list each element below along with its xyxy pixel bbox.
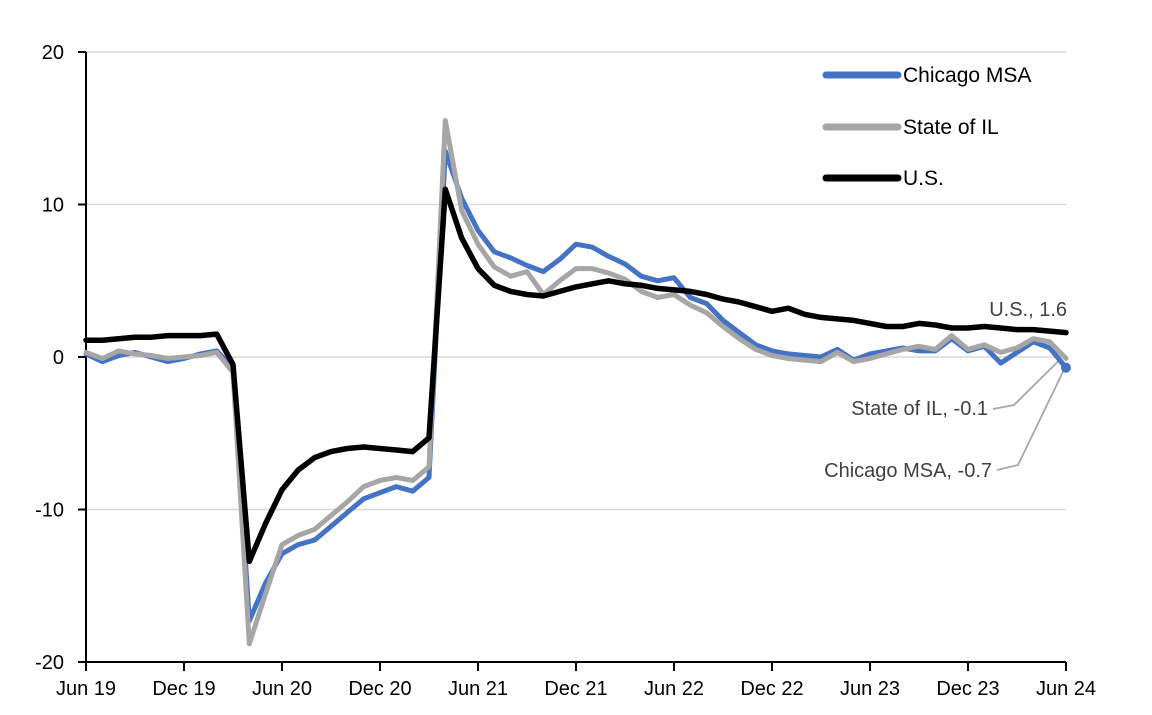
y-axis-tick-labels: 20 10 0 -10 -20	[35, 42, 64, 674]
x-tick-label: Jun 20	[252, 678, 312, 700]
plot-gridlines	[86, 51, 1066, 511]
x-tick-label: Dec 22	[740, 678, 803, 700]
x-tick-label: Dec 21	[544, 678, 607, 700]
y-tick-label: 0	[53, 347, 64, 369]
annotation-state-of-il-end-value: State of IL, -0.1	[851, 398, 988, 420]
annotation-chicago-msa-end-value: Chicago MSA, -0.7	[824, 460, 992, 482]
y-tick-label: 20	[42, 42, 64, 64]
legend-label-us: U.S.	[903, 167, 944, 190]
annotations: U.S., 1.6 State of IL, -0.1 Chicago MSA,…	[824, 299, 1067, 482]
x-tick-label: Jun 19	[56, 678, 116, 700]
y-tick-label: -20	[35, 652, 64, 674]
legend-label-state-of-il: State of IL	[903, 116, 999, 139]
y-tick-label: 10	[42, 195, 64, 217]
x-tick-label: Jun 21	[448, 678, 508, 700]
annotation-us-end-value: U.S., 1.6	[989, 299, 1067, 321]
x-tick-label: Dec 23	[936, 678, 999, 700]
x-tick-label: Dec 20	[348, 678, 411, 700]
x-tick-label: Jun 22	[644, 678, 704, 700]
x-tick-label: Jun 23	[840, 678, 900, 700]
series-lines	[83, 118, 1071, 647]
x-axis-tick-labels: Jun 19 Dec 19 Jun 20 Dec 20 Jun 21 Dec 21 Jun …	[56, 678, 1096, 700]
x-tick-label: Jun 24	[1036, 678, 1096, 700]
x-tick-label: Dec 19	[152, 678, 215, 700]
legend: Chicago MSA State of IL U.S.	[822, 64, 1031, 190]
series-line-u-s	[83, 186, 1069, 565]
annotation-leader-lines	[992, 360, 1065, 471]
leader-line-state-of-il	[992, 360, 1059, 410]
leader-line-chicago-msa	[996, 369, 1065, 471]
axes	[78, 51, 1067, 671]
legend-label-chicago-msa: Chicago MSA	[903, 64, 1031, 87]
series-line-state-of-il	[83, 118, 1069, 647]
chicago-msa-endpoint-marker	[1061, 362, 1071, 373]
y-tick-label: -10	[35, 500, 64, 522]
